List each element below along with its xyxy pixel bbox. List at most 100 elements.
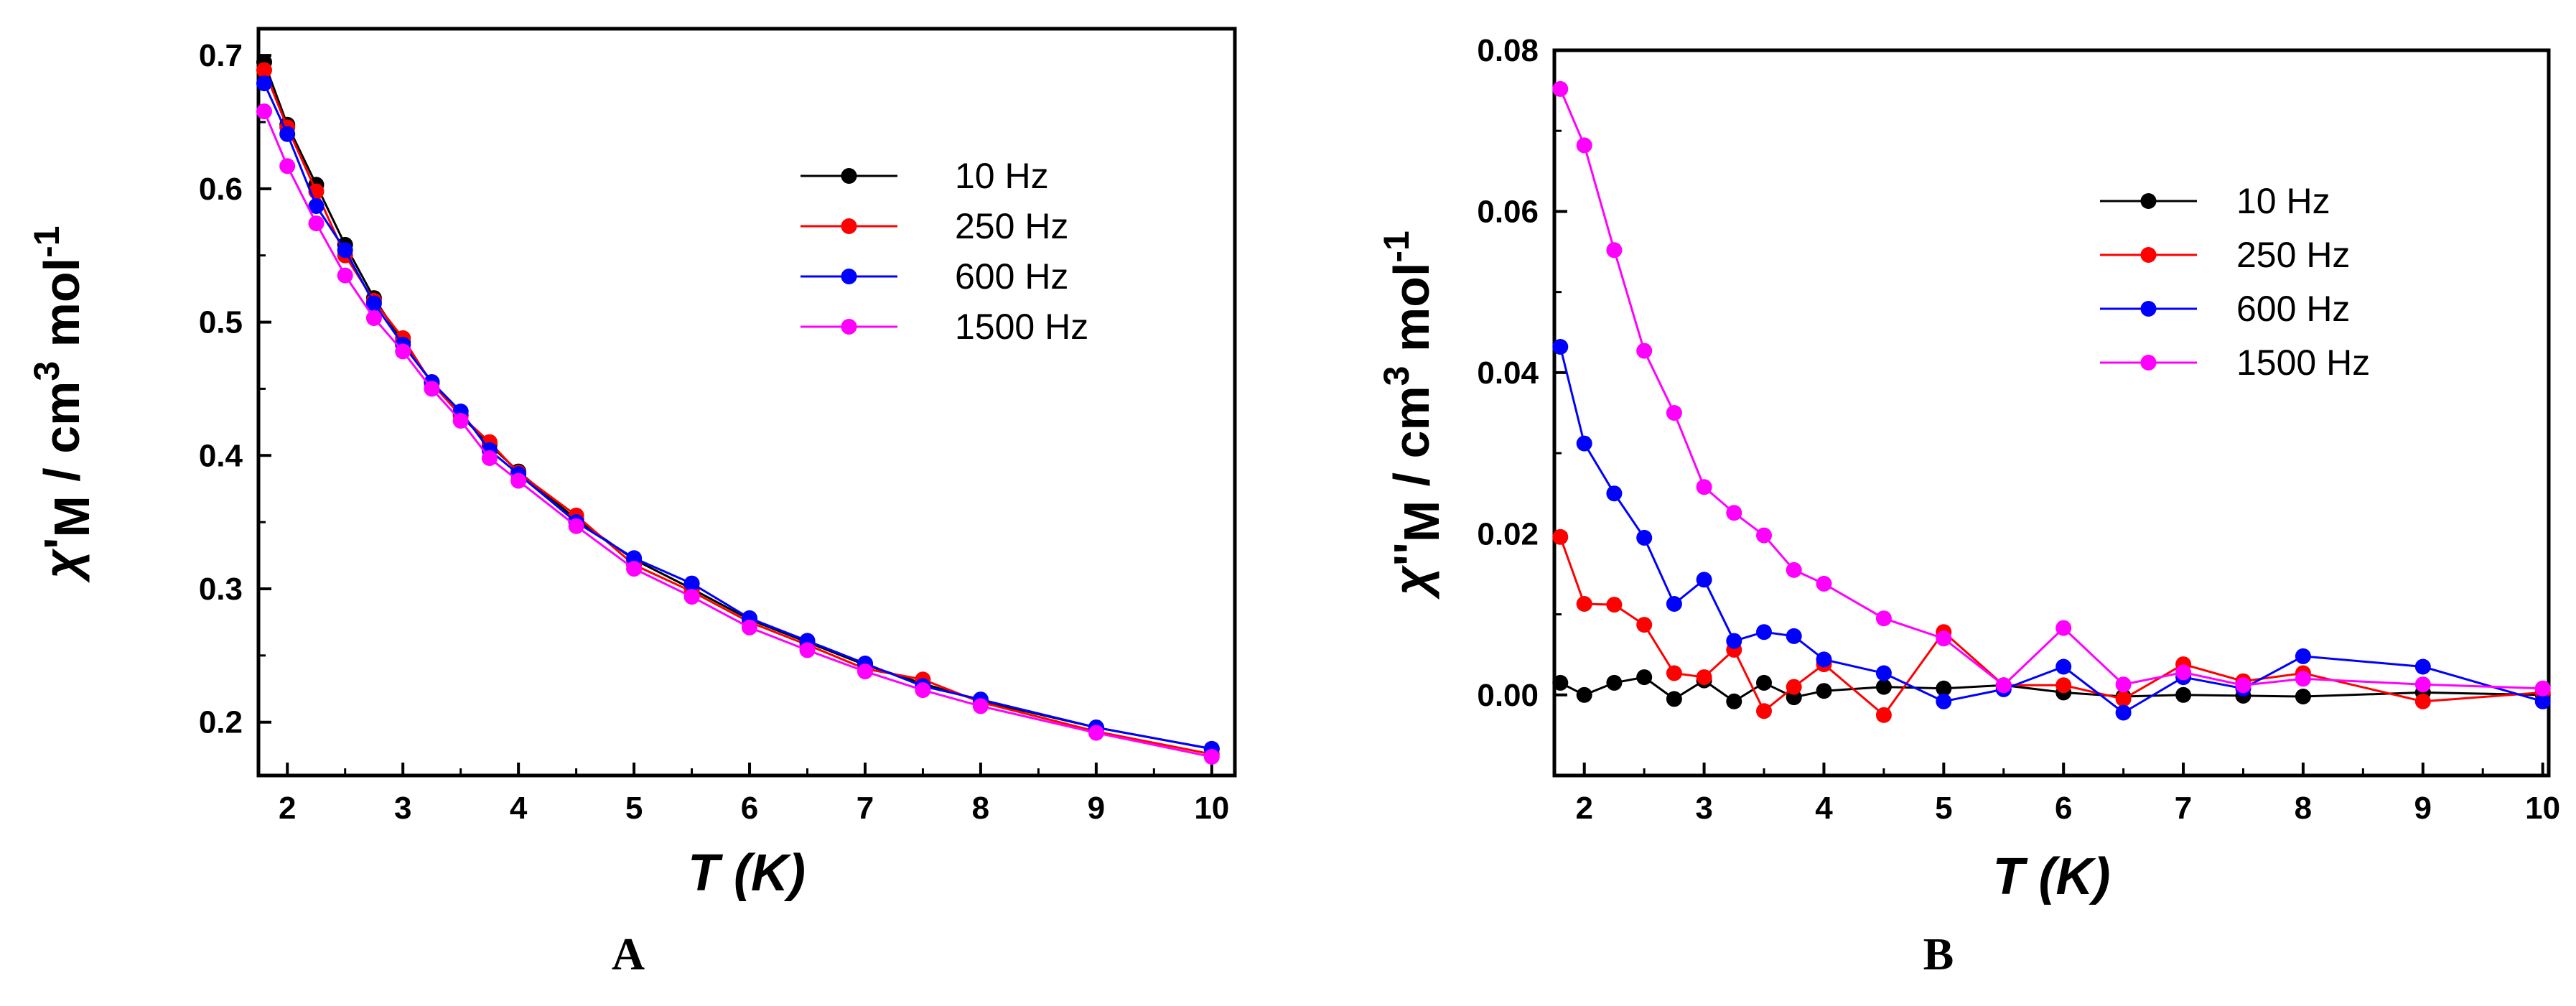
y-tick-label: 0.2: [199, 705, 243, 740]
data-point: [1726, 693, 1742, 709]
data-point: [1875, 665, 1892, 681]
series-line: [1559, 536, 2543, 717]
data-point: [1696, 572, 1712, 588]
y-axis-label: χ''M / cm3 mol-1: [1376, 230, 1450, 600]
data-point: [1936, 680, 1952, 697]
data-point: [1576, 596, 1592, 612]
x-axis-label: T (K): [1993, 848, 2111, 905]
x-tick-label: 7: [2175, 791, 2192, 826]
data-point: [2175, 664, 2192, 681]
data-point: [1786, 628, 1802, 644]
x-tick-label: 2: [1575, 791, 1592, 826]
data-point: [2414, 658, 2431, 675]
y-axis-label: χ'M / cm3 mol-1: [27, 225, 100, 583]
chart-a: 2 3 4 5 6 7 8 9 10 0.2 0.3 0.4 0.5 0.6 0.7 T (K) χ'M / c…: [27, 27, 1237, 902]
data-point: [2295, 689, 2311, 704]
data-point: [308, 215, 325, 232]
legend-marker: [2140, 193, 2157, 209]
data-point: [1726, 505, 1742, 521]
data-point: [337, 267, 353, 284]
x-axis-label: T (K): [688, 844, 806, 902]
legend-label: 10 Hz: [955, 156, 1049, 196]
legend-marker: [2140, 355, 2157, 371]
data-point: [1816, 575, 1832, 592]
series-line: [1559, 346, 2544, 714]
legend-label: 250 Hz: [955, 206, 1068, 246]
data-point: [279, 158, 296, 174]
y-tick-label: 0.00: [1477, 678, 1539, 713]
legend-marker: [841, 269, 857, 284]
y-tick-label: 0.6: [199, 172, 243, 207]
data-point: [2295, 648, 2311, 664]
legend-label: 600 Hz: [2236, 289, 2350, 329]
legend-label: 1500 Hz: [955, 307, 1088, 347]
data-point: [2414, 676, 2431, 693]
data-point: [1875, 679, 1892, 695]
data-point: [1756, 527, 1772, 544]
data-point: [256, 103, 272, 120]
data-point: [1696, 479, 1712, 495]
data-point: [1666, 596, 1682, 612]
x-tick-label: 10: [2525, 791, 2560, 826]
data-point: [683, 589, 700, 605]
data-point: [2534, 693, 2551, 709]
data-point: [256, 62, 272, 78]
data-point: [1936, 693, 1952, 709]
data-point: [1875, 610, 1892, 627]
data-point: [1726, 633, 1742, 649]
legend-label: 600 Hz: [955, 256, 1068, 297]
data-point: [1786, 562, 1802, 578]
data-point: [1756, 624, 1772, 641]
series-line: [1559, 88, 2543, 690]
series-line: [263, 70, 1213, 755]
chart-b: 2 3 4 5 6 7 8 9 10 0.00 0.02 0.04 0.06 0.08 T (K) χ''M …: [1376, 33, 2560, 905]
data-point: [1666, 665, 1682, 681]
data-point: [2534, 680, 2551, 697]
data-point: [510, 472, 527, 489]
x-tick-label: 9: [2414, 791, 2432, 826]
data-point: [1088, 725, 1104, 741]
data-point: [1606, 242, 1623, 259]
panel-label-b: B: [1923, 928, 1954, 979]
panel-label-a: A: [612, 928, 645, 979]
data-point: [365, 310, 382, 326]
y-tick-label: 0.04: [1477, 355, 1539, 391]
data-point: [683, 575, 700, 592]
data-point: [481, 450, 498, 466]
data-point: [1636, 669, 1653, 686]
data-point: [1576, 435, 1592, 452]
x-tick-label: 7: [857, 791, 874, 826]
data-point: [1606, 485, 1623, 502]
data-point: [857, 663, 873, 680]
data-point: [2295, 671, 2311, 687]
data-point: [2055, 620, 2072, 636]
legend-marker: [841, 218, 857, 234]
data-point: [1666, 691, 1682, 707]
data-point: [279, 126, 296, 142]
x-tick-label: 4: [1815, 791, 1833, 826]
data-point: [1606, 674, 1623, 691]
data-point: [452, 413, 469, 429]
x-tick-label: 4: [510, 791, 528, 826]
data-point: [1203, 749, 1220, 765]
data-point: [1756, 674, 1772, 691]
data-point: [2115, 691, 2132, 707]
x-tick-label: 8: [2295, 791, 2312, 826]
data-point: [1576, 137, 1592, 154]
series-line: [263, 111, 1213, 758]
x-tick-label: 6: [741, 791, 758, 826]
data-point: [2235, 677, 2251, 694]
data-point: [972, 698, 989, 714]
y-tick-label: 0.06: [1477, 194, 1539, 229]
data-point: [2115, 676, 2132, 693]
x-tick-label: 9: [1088, 791, 1105, 826]
data-point: [337, 242, 353, 259]
data-point: [626, 561, 643, 577]
data-point: [1666, 405, 1682, 421]
data-point: [1756, 703, 1772, 719]
data-point: [1606, 597, 1623, 613]
data-point: [256, 75, 272, 92]
plot-frame: [1552, 48, 2551, 778]
data-point: [799, 642, 816, 658]
